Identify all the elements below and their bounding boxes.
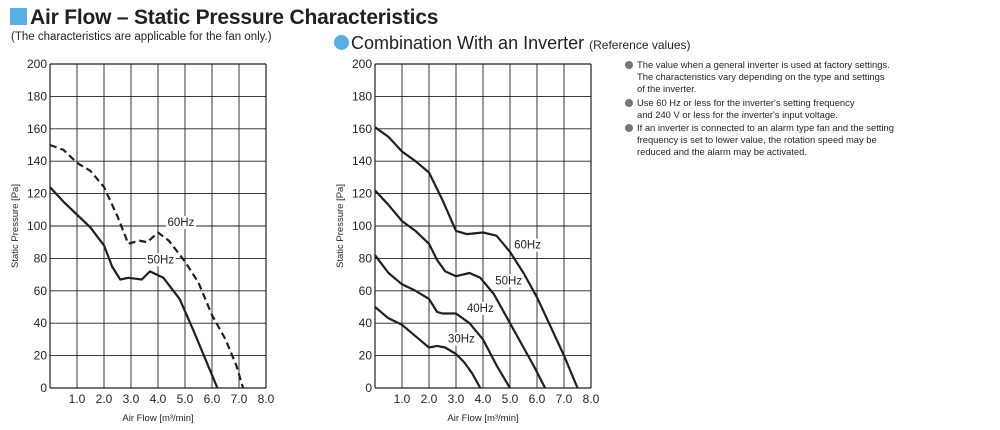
inverter-heading-note: (Reference values) xyxy=(589,38,691,52)
y-tick-label: 40 xyxy=(34,316,48,330)
inverter-chart: 0 20 40 60 80 100 120 140 160 180 200 1.0 2.0 3.0 4.0 5… xyxy=(335,57,600,424)
series-line-40hz xyxy=(374,254,511,389)
title-square-icon xyxy=(10,8,27,25)
x-tick-label: 6.0 xyxy=(529,392,546,406)
note-item: If an inverter is connected to an alarm … xyxy=(624,122,984,159)
note-item: Use 60 Hz or less for the inverter's set… xyxy=(624,97,984,121)
y-tick-label: 160 xyxy=(27,122,47,136)
y-tick-label: 160 xyxy=(352,122,372,136)
y-tick-label: 0 xyxy=(40,381,47,395)
series-label-50hz: 50Hz xyxy=(147,254,174,266)
x-tick-label: 1.0 xyxy=(69,392,86,406)
y-tick-label: 40 xyxy=(359,316,373,330)
series-line-60hz xyxy=(374,126,579,389)
x-tick-label: 5.0 xyxy=(177,392,194,406)
y-tick-label: 20 xyxy=(359,349,373,363)
x-tick-label: 1.0 xyxy=(394,392,411,406)
note-bullet-icon xyxy=(625,61,633,69)
series-label-bg xyxy=(465,301,496,315)
series-label-bg xyxy=(165,216,196,229)
note-line: The value when a general inverter is use… xyxy=(637,59,890,70)
y-tick-label: 20 xyxy=(34,349,48,363)
page-title-text: Air Flow – Static Pressure Characteristi… xyxy=(30,6,439,29)
x-tick-label: 4.0 xyxy=(475,392,492,406)
note-line: and 240 V or less for the inverter's inp… xyxy=(637,108,838,120)
page-title: Air Flow – Static Pressure Characteristi… xyxy=(10,6,438,30)
y-tick-label: 0 xyxy=(365,381,372,395)
series-label-bg xyxy=(493,274,524,288)
y-tick-label: 180 xyxy=(352,89,372,103)
x-tick-label: 2.0 xyxy=(421,392,438,406)
y-tick-label: 60 xyxy=(34,284,48,298)
y-tick-label: 100 xyxy=(352,219,372,233)
series-label-bg xyxy=(446,332,477,346)
note-line: reduced and the alarm may be activated. xyxy=(637,146,807,158)
series-line-60hz xyxy=(49,143,245,389)
y-tick-label: 200 xyxy=(27,57,47,71)
note-line: The characteristics vary depending on th… xyxy=(637,71,885,83)
y-tick-label: 140 xyxy=(352,154,372,168)
x-tick-label: 8.0 xyxy=(258,392,275,406)
note-bullet-icon xyxy=(625,124,633,133)
inverter-heading: Combination With an Inverter (Reference … xyxy=(334,33,691,54)
y-tick-label: 100 xyxy=(27,219,47,233)
y-axis-label: Static Pressure [Pa] xyxy=(335,184,346,268)
series-line-50hz xyxy=(374,189,547,389)
series-label-60hz: 60Hz xyxy=(168,217,195,229)
series-label-50hz: 50Hz xyxy=(495,275,522,287)
x-axis-label: Air Flow [m³/min] xyxy=(122,413,193,424)
y-tick-label: 80 xyxy=(359,251,373,265)
page-subtitle: (The characteristics are applicable for … xyxy=(11,31,272,43)
y-axis-label: Static Pressure [Pa] xyxy=(10,184,21,268)
series-label-bg xyxy=(145,253,176,267)
y-tick-label: 120 xyxy=(352,187,372,201)
series-label-40hz: 40Hz xyxy=(467,303,494,315)
x-tick-label: 3.0 xyxy=(123,392,140,406)
y-tick-label: 180 xyxy=(27,89,47,103)
note-line: Use 60 Hz or less for the inverter's set… xyxy=(637,96,855,108)
x-tick-label: 7.0 xyxy=(231,392,248,406)
series-label-bg xyxy=(512,238,543,252)
fan-only-chart: 0 20 40 60 80 100 120 140 160 180 200 1.0 2.0 3.0 4.0 5… xyxy=(10,57,275,424)
x-tick-label: 7.0 xyxy=(556,392,573,406)
y-tick-label: 60 xyxy=(359,284,373,298)
note-line: frequency is set to lower value, the rot… xyxy=(637,134,877,146)
note-item: The value when a general inverter is use… xyxy=(624,59,984,96)
y-tick-label: 80 xyxy=(34,251,48,265)
y-tick-label: 140 xyxy=(27,154,47,168)
note-line: If an inverter is connected to an alarm … xyxy=(637,122,894,134)
series-line-30hz xyxy=(374,306,482,389)
heading-dot-icon xyxy=(334,35,349,50)
x-tick-label: 8.0 xyxy=(583,392,600,406)
notes-list: The value when a general inverter is use… xyxy=(624,59,984,160)
x-tick-label: 5.0 xyxy=(502,392,519,406)
series-label-30hz: 30Hz xyxy=(448,334,475,346)
y-tick-label: 200 xyxy=(352,57,372,71)
note-bullet-icon xyxy=(625,98,633,107)
x-tick-label: 4.0 xyxy=(150,392,167,406)
series-line-50hz xyxy=(49,186,219,389)
x-tick-label: 2.0 xyxy=(96,392,113,406)
note-line: of the inverter. xyxy=(637,83,697,95)
inverter-heading-text: Combination With an Inverter xyxy=(351,33,585,53)
series-label-60hz: 60Hz xyxy=(514,240,541,252)
y-tick-label: 120 xyxy=(27,187,47,201)
x-tick-label: 3.0 xyxy=(448,392,465,406)
x-tick-label: 6.0 xyxy=(204,392,221,406)
x-axis-label: Air Flow [m³/min] xyxy=(447,413,518,424)
